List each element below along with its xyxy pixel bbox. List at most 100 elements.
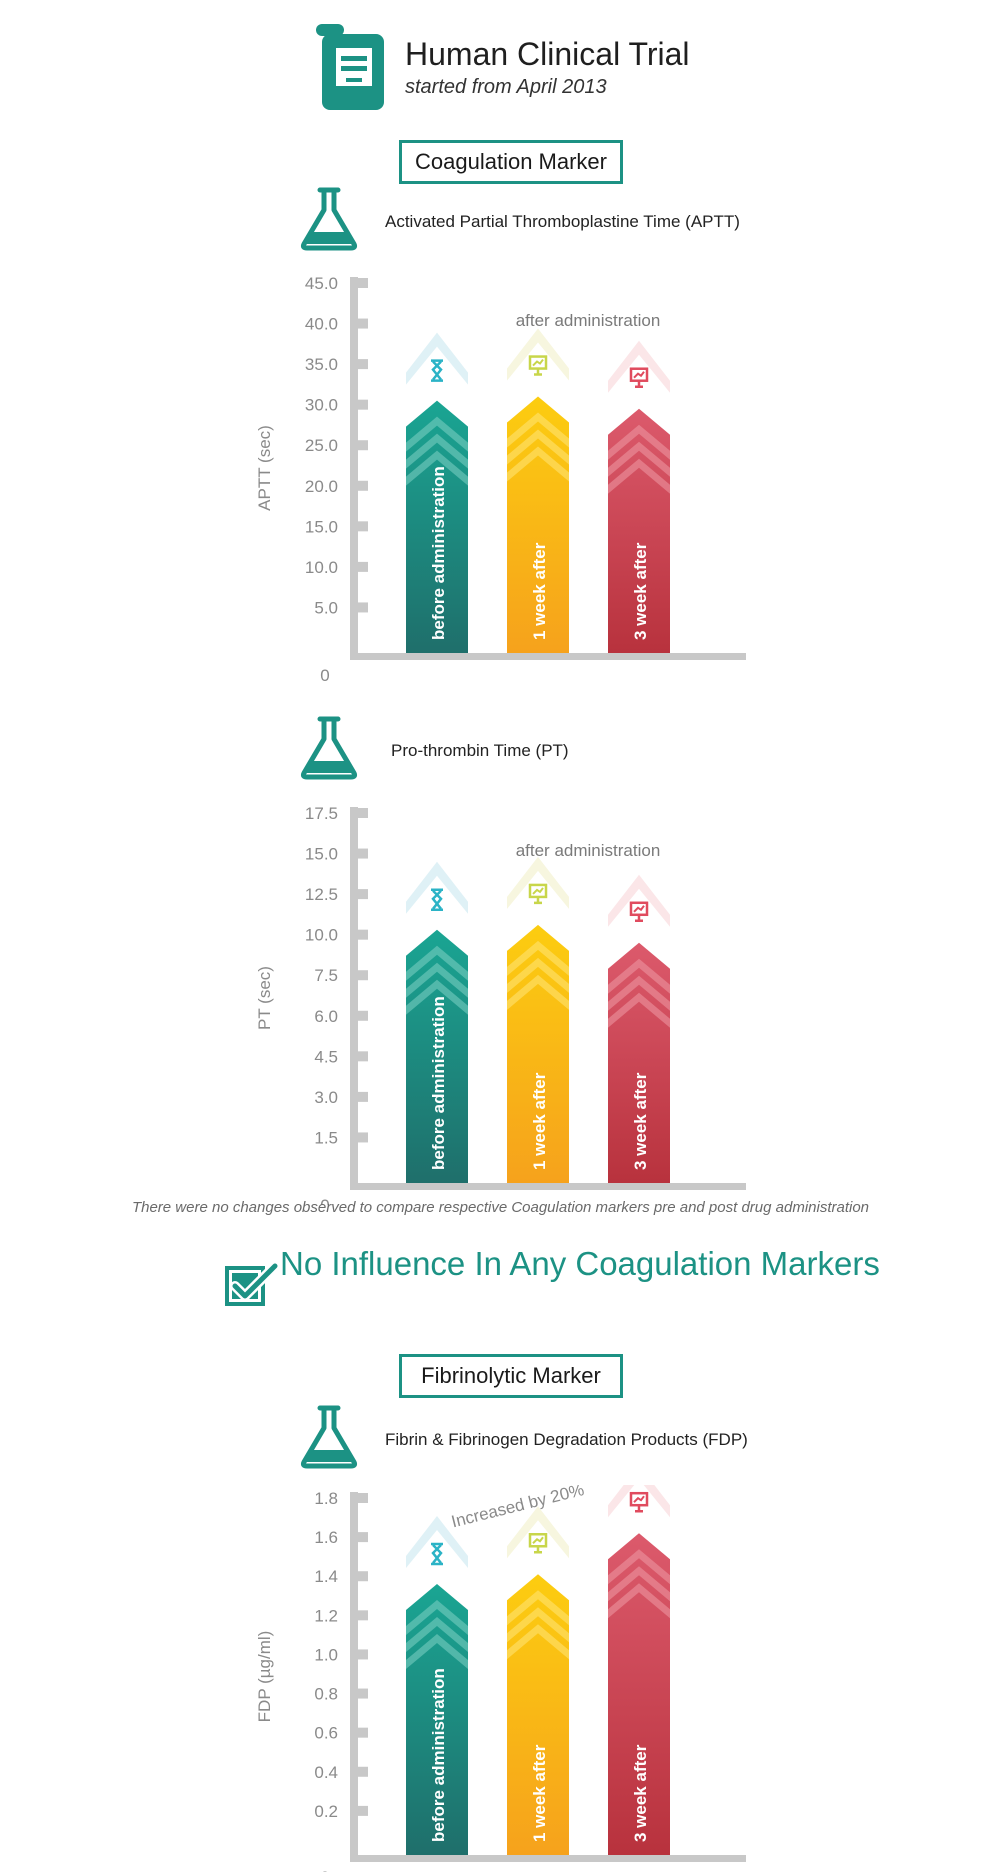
y-tick-label: 45.0 <box>305 274 338 293</box>
bar-chevron <box>608 1549 670 1585</box>
y-axis-line <box>350 1492 358 1859</box>
y-axis-line <box>350 277 358 657</box>
flask-icon <box>296 715 362 786</box>
category-label: 1 week after <box>530 1744 549 1842</box>
y-tick <box>350 889 368 900</box>
bar-chevron <box>507 974 569 1010</box>
y-tick <box>350 929 368 940</box>
footer-annotation: after administration <box>518 1870 663 1872</box>
y-tick <box>350 1571 368 1582</box>
y-tick-label: 15.0 <box>305 845 338 864</box>
y-zero-label: 0 <box>320 666 329 685</box>
bar-chevron <box>608 975 670 1011</box>
y-tick <box>350 970 368 981</box>
y-tick <box>350 1091 368 1102</box>
bar-chevron <box>406 450 468 486</box>
y-zero-label: 0 <box>320 1868 329 1872</box>
category-label: 3 week after <box>631 1744 650 1842</box>
y-tick <box>350 521 368 532</box>
y-tick <box>350 1493 368 1503</box>
y-tick-label: 10.0 <box>305 558 338 577</box>
y-tick-label: 1.8 <box>314 1489 338 1508</box>
hourglass-icon <box>431 359 443 382</box>
y-tick-label: 10.0 <box>305 926 338 945</box>
y-tick-label: 0.2 <box>314 1802 338 1821</box>
bar-chevron <box>406 979 468 1015</box>
bar-chevron <box>507 1607 569 1643</box>
y-tick-label: 25.0 <box>305 436 338 455</box>
y-tick <box>350 1649 368 1660</box>
checkbox-icon <box>223 1261 280 1315</box>
bar-chevron <box>406 1600 468 1636</box>
y-tick <box>350 1688 368 1699</box>
y-tick-label: 0.8 <box>314 1685 338 1704</box>
category-label: 3 week after <box>631 542 650 640</box>
bar-chevron <box>406 1617 468 1653</box>
category-label: 3 week after <box>631 1072 650 1170</box>
bar-chevron <box>406 1634 468 1670</box>
y-tick-label: 7.5 <box>314 966 338 985</box>
page-title: Human Clinical Trial <box>405 36 690 72</box>
presentation-board-icon <box>528 355 548 376</box>
y-tick-label: 1.6 <box>314 1528 338 1547</box>
x-axis-line <box>350 653 746 660</box>
y-tick-label: 6.0 <box>314 1007 338 1026</box>
bar-chevron <box>608 1583 670 1619</box>
bar-chevron <box>406 945 468 981</box>
bar-chevron <box>608 458 670 494</box>
y-zero-label: 0 <box>320 1196 329 1205</box>
coagulation-note: There were no changes observed to compar… <box>131 1199 870 1216</box>
y-tick-label: 30.0 <box>305 396 338 415</box>
bar-chevron <box>507 1624 569 1660</box>
y-tick-label: 40.0 <box>305 315 338 334</box>
y-tick <box>350 480 368 491</box>
y-tick <box>350 1132 368 1143</box>
y-tick <box>350 808 368 818</box>
bar-chevron <box>507 446 569 482</box>
aptt-chart: 5.0 10.0 15.0 20.0 25.0 30.0 35.0 40.0 45.0 0 APTT… <box>255 274 746 685</box>
bar-chevron <box>608 1566 670 1602</box>
y-tick <box>350 1010 368 1021</box>
flask-icon <box>296 1404 362 1475</box>
pt-chart: 1.5 3.0 4.5 6.0 7.5 10.0 12.5 15.0 17.5 0 PT (sec)… <box>255 804 746 1205</box>
y-tick <box>350 1766 368 1777</box>
chart-title-pt: Pro-thrombin Time (PT) <box>391 741 569 760</box>
bar-chevron <box>406 962 468 998</box>
y-tick <box>350 1805 368 1816</box>
y-tick-label: 12.5 <box>305 885 338 904</box>
category-label: 1 week after <box>530 1072 549 1170</box>
bar-chevron <box>507 429 569 465</box>
ghost-arrow <box>608 340 670 393</box>
x-axis-line <box>350 1183 746 1190</box>
y-tick <box>350 278 368 288</box>
headline: No Influence In Any Coagulation Markers <box>280 1245 880 1282</box>
y-tick <box>350 359 368 370</box>
y-tick-label: 1.4 <box>314 1567 338 1586</box>
y-tick-label: 4.5 <box>314 1047 338 1066</box>
y-tick <box>350 561 368 572</box>
y-tick <box>350 1532 368 1543</box>
bar-chevron <box>608 958 670 994</box>
y-tick-label: 17.5 <box>305 804 338 823</box>
presentation-board-icon <box>528 883 548 905</box>
y-tick-label: 15.0 <box>305 517 338 536</box>
fdp-chart: 0.2 0.4 0.6 0.8 1.0 1.2 1.4 1.6 1.8 0 FDP (µg/ml) b… <box>255 1485 746 1872</box>
ghost-arrow <box>608 874 670 927</box>
coagulation-marker-label: Coagulation Marker <box>399 140 623 184</box>
bar-3-week-after <box>608 408 670 653</box>
ghost-arrow <box>507 1506 569 1559</box>
y-axis-label: PT (sec) <box>255 966 274 1030</box>
chart-title-fdp: Fibrin & Fibrinogen Degradation Products… <box>385 1430 748 1449</box>
y-tick-label: 35.0 <box>305 355 338 374</box>
bar-chevron <box>406 416 468 452</box>
annotation: after administration <box>516 841 661 860</box>
flask-icon <box>296 186 362 257</box>
y-tick-label: 20.0 <box>305 477 338 496</box>
y-axis-line <box>350 807 358 1187</box>
chart-board-icon <box>629 901 649 923</box>
bar-3-week-after <box>608 942 670 1183</box>
y-tick <box>350 318 368 329</box>
annotation: after administration <box>516 311 661 330</box>
ghost-arrow <box>507 328 569 381</box>
category-label: before administration <box>429 996 448 1170</box>
